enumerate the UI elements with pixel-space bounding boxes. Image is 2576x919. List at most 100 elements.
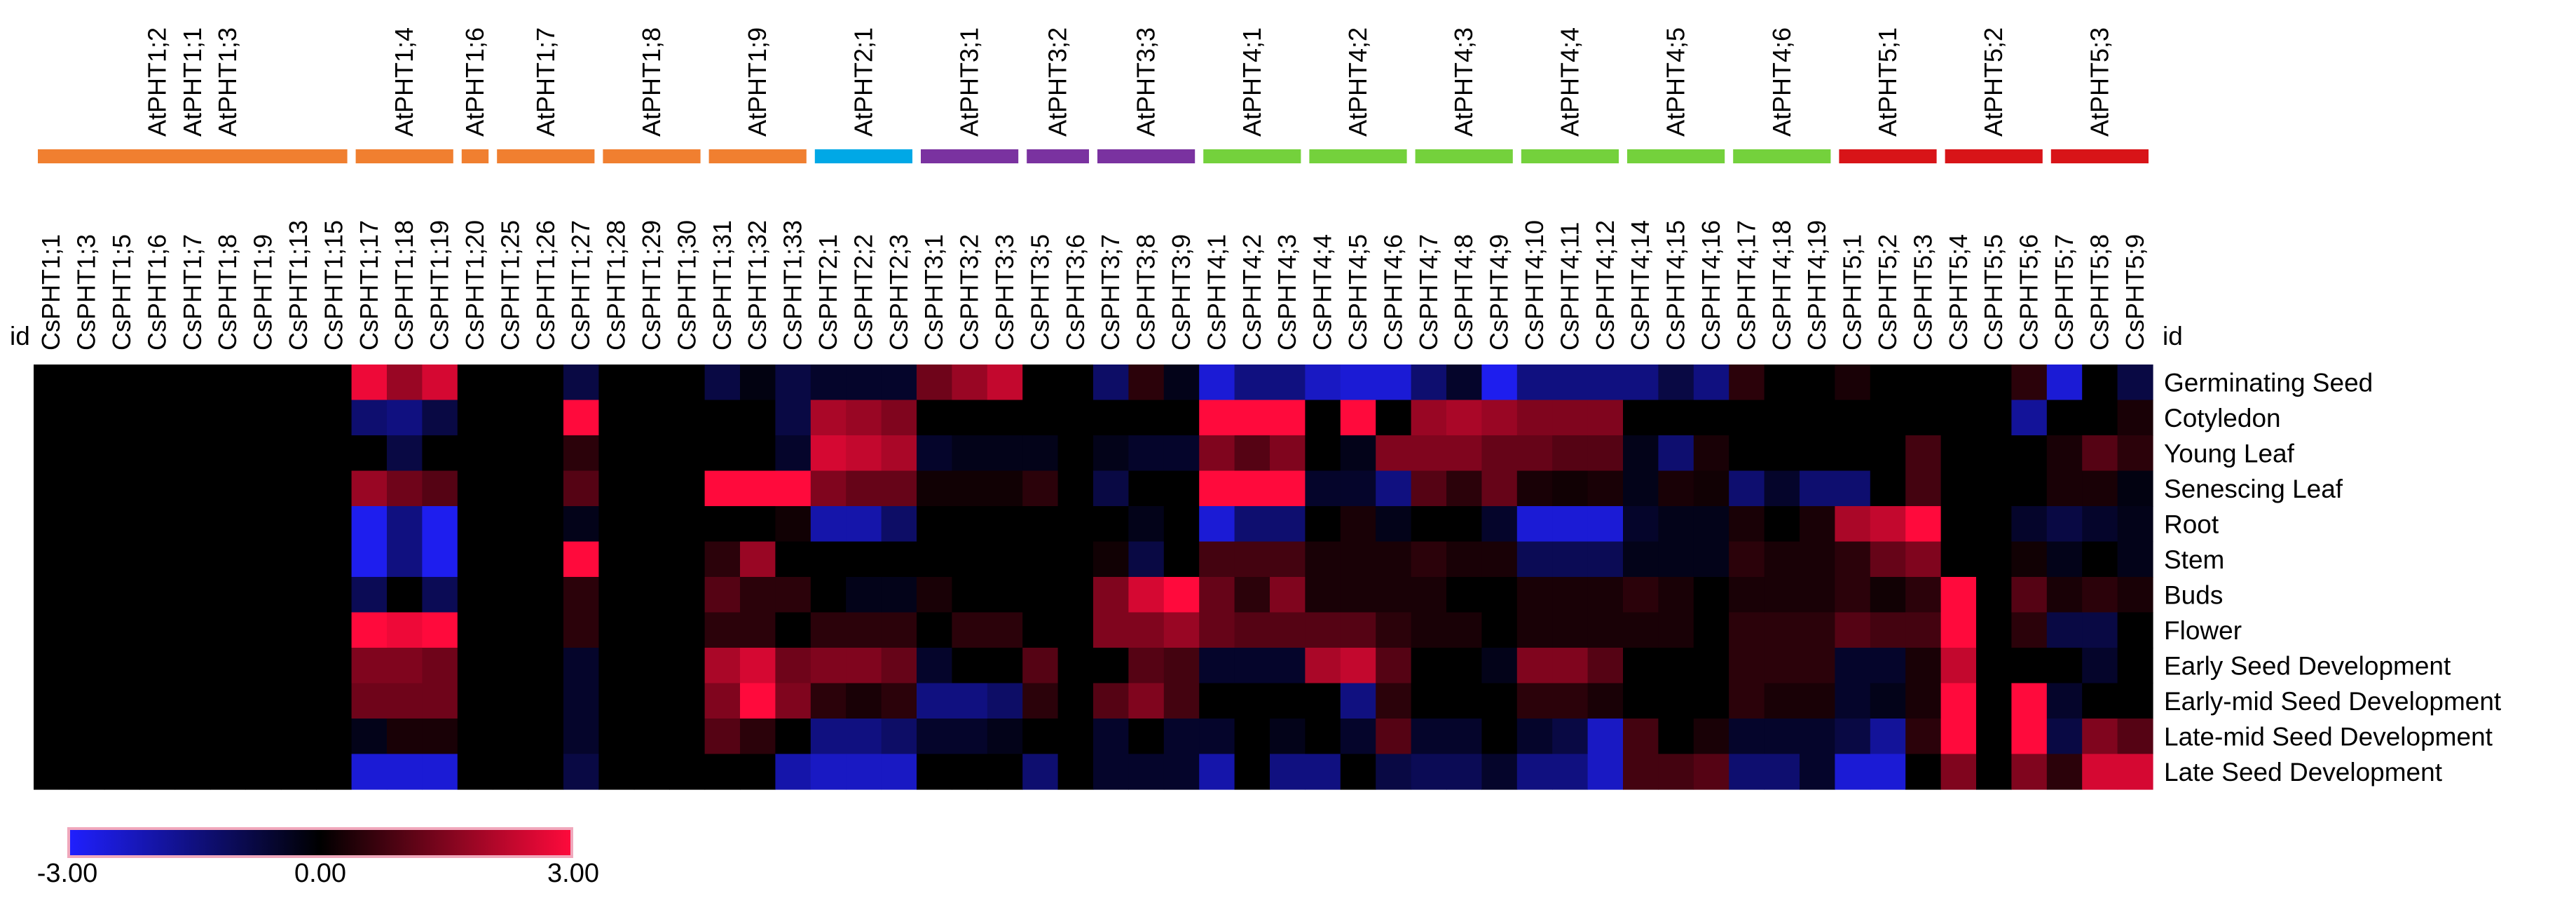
heatmap-cell	[810, 400, 847, 436]
heatmap-cell	[210, 612, 246, 648]
heatmap-cell	[1940, 400, 1977, 436]
heatmap-cell	[1587, 612, 1624, 648]
heatmap-cell	[1905, 365, 1942, 401]
column-label: CsPHT3;7	[1096, 234, 1125, 350]
heatmap-cell	[1623, 506, 1659, 543]
heatmap-cell	[740, 470, 776, 507]
heatmap-cell	[1305, 577, 1341, 613]
heatmap-cell	[1658, 754, 1694, 790]
heatmap-cell	[1057, 754, 1094, 790]
heatmap-cell	[669, 577, 706, 613]
heatmap-cell	[245, 506, 282, 543]
heatmap-cell	[139, 400, 176, 436]
heatmap-cell	[740, 400, 776, 436]
heatmap-cell	[1905, 648, 1942, 684]
heatmap-cell	[775, 577, 811, 613]
heatmap-cell	[1340, 577, 1376, 613]
heatmap-cell	[316, 577, 352, 613]
heatmap-cell	[387, 754, 423, 790]
heatmap-cell	[1057, 577, 1094, 613]
heatmap-cell	[1729, 648, 1765, 684]
heatmap-cell	[1835, 435, 1871, 472]
heatmap-cell	[1729, 683, 1765, 719]
heatmap-cell	[704, 754, 741, 790]
heatmap-cell	[493, 506, 529, 543]
heatmap-cell	[633, 400, 670, 436]
group-label: AtPHT2;1	[849, 27, 877, 137]
heatmap-cell	[280, 683, 317, 719]
heatmap-cell	[1199, 506, 1235, 543]
heatmap-cell	[351, 754, 388, 790]
heatmap-cell	[1376, 400, 1412, 436]
heatmap-cell	[245, 400, 282, 436]
heatmap-cell	[245, 683, 282, 719]
heatmap-cell	[1800, 541, 1835, 578]
heatmap-cell	[1693, 754, 1729, 790]
heatmap-cell	[1623, 577, 1659, 613]
heatmap-cell	[1411, 400, 1447, 436]
heatmap-cell	[1163, 506, 1200, 543]
heatmap-cell	[1729, 365, 1765, 401]
heatmap-cell	[1163, 683, 1200, 719]
heatmap-cell	[528, 577, 564, 613]
heatmap-cell	[1764, 719, 1800, 755]
heatmap-cell	[2117, 400, 2153, 436]
heatmap-cell	[1128, 754, 1165, 790]
heatmap-cell	[1623, 470, 1659, 507]
heatmap-cell	[280, 541, 317, 578]
heatmap-cell	[1411, 541, 1447, 578]
heatmap-cell	[2117, 541, 2153, 578]
heatmap-cell	[351, 400, 388, 436]
column-label: CsPHT5;5	[1979, 234, 2008, 350]
heatmap-cell	[1800, 506, 1835, 543]
heatmap-cell	[457, 541, 493, 578]
heatmap-cell	[598, 541, 635, 578]
heatmap-cell	[1340, 435, 1376, 472]
heatmap-cell	[881, 400, 917, 436]
heatmap-cell	[1516, 719, 1553, 755]
row-label: Flower	[2164, 616, 2242, 645]
heatmap-cell	[917, 577, 952, 613]
heatmap-cell	[1376, 719, 1412, 755]
column-label: CsPHT5;1	[1838, 234, 1867, 350]
heatmap-cell	[422, 648, 458, 684]
heatmap-cell	[1905, 541, 1942, 578]
heatmap-cell	[2011, 648, 2048, 684]
heatmap-cell	[1940, 435, 1977, 472]
heatmap-cell	[69, 754, 105, 790]
heatmap-cell	[1057, 612, 1094, 648]
group-label: AtPHT3;3	[1132, 27, 1160, 137]
heatmap-cell	[1481, 470, 1518, 507]
heatmap-cell	[280, 719, 317, 755]
heatmap-cell	[952, 648, 988, 684]
row-label: Young Leaf	[2164, 439, 2295, 468]
heatmap-cell	[351, 365, 388, 401]
heatmap-cell	[174, 365, 211, 401]
heatmap-cell	[917, 683, 952, 719]
heatmap-cell	[1305, 365, 1341, 401]
column-label: CsPHT4;1	[1202, 234, 1231, 350]
heatmap-cell	[280, 612, 317, 648]
heatmap-cell	[245, 612, 282, 648]
heatmap-cells	[34, 365, 2153, 790]
heatmap-cell	[1411, 470, 1447, 507]
heatmap-cell	[174, 648, 211, 684]
heatmap-cell	[1800, 470, 1835, 507]
heatmap-cell	[2117, 577, 2153, 613]
heatmap-cell	[1623, 400, 1659, 436]
column-label: CsPHT1;15	[319, 220, 348, 350]
heatmap-cell	[422, 612, 458, 648]
heatmap-cell	[1552, 435, 1589, 472]
heatmap-cell	[704, 435, 741, 472]
heatmap-cell	[316, 719, 352, 755]
heatmap-cell	[1270, 754, 1306, 790]
heatmap-cell	[280, 400, 317, 436]
heatmap-cell	[740, 435, 776, 472]
heatmap-cell	[1376, 541, 1412, 578]
heatmap-cell	[245, 365, 282, 401]
heatmap-cell	[1340, 400, 1376, 436]
heatmap-cell	[1587, 435, 1624, 472]
group-label: AtPHT5;2	[1979, 27, 2008, 137]
heatmap-cell	[1270, 435, 1306, 472]
heatmap-cell	[563, 541, 599, 578]
